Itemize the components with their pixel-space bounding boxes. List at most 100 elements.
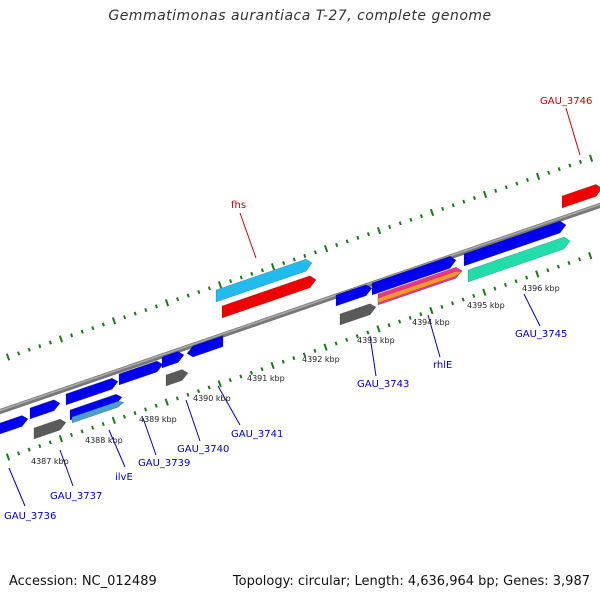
gene-label-group [8,107,581,507]
outer-scale-tick [303,253,307,258]
kbp-label: 4392 kbp [302,355,340,364]
inner-scale-tick [546,268,550,273]
gene-label-gau3739[interactable]: GAU_3739 [138,458,190,469]
outer-scale-tick [186,293,190,298]
inner-scale-tick [58,435,64,443]
leader-gau3740 [185,399,201,442]
gene-gau3737 [33,418,67,440]
outer-scale-tick [101,322,105,327]
outer-scale-tick [80,329,84,334]
outer-scale-tick [111,317,117,325]
inner-scale-tick [334,341,338,346]
inner-scale-tick [302,352,306,357]
gene-features [0,183,600,440]
outer-scale-tick [260,268,264,273]
gene-label-gau3741[interactable]: GAU_3741 [231,429,283,440]
gene-fhs-cyan [215,258,313,303]
inner-scale-tick [48,440,52,445]
outer-scale-tick [164,299,170,307]
inner-scale-tick [408,315,412,320]
inner-scale-tick [292,356,296,361]
inner-scale-tick [111,416,116,425]
inner-scale-tick [249,370,253,375]
kbp-label: 4387 kbp [31,457,69,466]
gene-label-gau3736[interactable]: GAU_3736 [4,511,56,522]
outer-scale-tick [547,170,551,175]
outer-scale-tick [557,167,561,172]
gene-arrow [161,351,185,369]
inner-scale-tick [578,257,582,262]
outer-scale-tick [229,279,233,284]
outer-scale-tick [376,226,382,235]
gene-label-gau3743[interactable]: GAU_3743 [357,379,409,390]
gene-ilve-stripe [71,400,125,424]
inner-scale-tick [514,279,518,284]
accession-text: Accession: NC_012489 [9,574,157,589]
gene-gau3746 [561,183,600,209]
outer-scale-tick [482,190,488,199]
outer-scale-tick [323,244,329,253]
outer-scale-tick [48,340,52,345]
inner-scale-tick [482,288,487,296]
gene-label-gau3745[interactable]: GAU_3745 [515,329,567,340]
kbp-label: 4393 kbp [357,336,395,345]
outer-scale-tick [282,261,286,266]
outer-scale-tick [123,315,127,320]
gene-arrow [118,360,164,386]
outer-scale-tick [91,326,95,331]
outer-scale-tick [451,203,455,208]
inner-scale-tick [440,304,444,309]
gene-label-rhle[interactable]: rhlE [433,360,452,371]
outer-scale-tick [345,239,349,244]
gene-label-gau3746[interactable]: GAU_3746 [540,96,592,107]
inner-scale-tick [122,414,126,419]
inner-scale-tick [27,447,31,452]
map-title: Gemmatimonas aurantiaca T-27, complete g… [108,8,492,24]
inner-scale-tick [207,385,211,390]
inner-scale-tick [429,306,434,315]
inner-scale-tick [133,411,137,416]
outer-scale-tick [58,335,64,343]
inner-scale-tick [69,433,74,438]
inner-scale-tick [91,425,95,430]
inner-scale-tick [270,361,275,370]
outer-scale-tick [419,214,423,219]
inner-scale-tick [398,319,402,324]
leader-rhle [427,314,441,358]
inner-scale-tick [535,270,540,278]
gene-gau3745 [467,236,571,283]
kbp-label: 4396 kbp [522,284,560,293]
outer-scale-tick [504,185,508,190]
kbp-label: 4388 kbp [85,436,123,445]
gene-label-fhs[interactable]: fhs [231,200,246,211]
gene-arrow [65,377,119,406]
gene-label-gau3740[interactable]: GAU_3740 [177,444,229,455]
outer-scale-tick [144,308,148,313]
gene-label-ilve[interactable]: ilvE [115,472,133,483]
inner-scale-tick [5,453,11,461]
outer-scale-tick [335,242,339,248]
inner-scale-tick [567,260,571,265]
gene-arrow [371,255,457,296]
inner-scale-tick [186,392,190,397]
outer-scale-tick [398,221,402,226]
outer-scale-tick [17,351,21,356]
leader-gau3739 [142,417,157,456]
outer-scale-tick [356,235,360,240]
outer-scale-tick [292,257,296,262]
outer-scale-tick [217,281,223,289]
outer-scale-tick [176,297,180,302]
outer-scale-tick [270,263,276,271]
inner-scale-tick [588,252,593,260]
gene-rhle-stripe [377,270,463,304]
leader-gau3745 [523,293,541,327]
gene-label-gau3737[interactable]: GAU_3737 [50,491,102,502]
leader-ilve [108,429,126,468]
leader-gau3737 [59,449,74,487]
outer-scale-tick [313,250,317,255]
genome-backbone-highlight [0,203,600,412]
inner-scale-tick [366,330,370,335]
outer-scale-tick [462,199,466,204]
inner-scale-tick [313,348,317,353]
